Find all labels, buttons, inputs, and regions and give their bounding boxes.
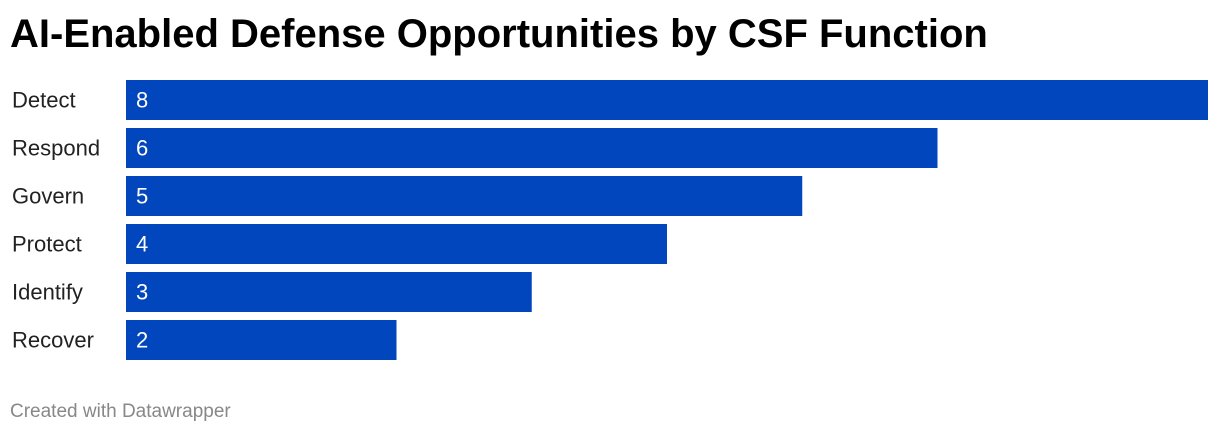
value-label-recover: 2 (136, 328, 148, 353)
bar-govern (126, 176, 803, 216)
bar-detect (126, 80, 1208, 120)
value-label-protect: 4 (136, 232, 148, 257)
bars-layer: Detect 8 Respond 6 Govern 5 Protect 4 Identify 3 R… (12, 80, 1208, 360)
value-label-identify: 3 (136, 280, 148, 305)
bar-identify (126, 272, 532, 312)
value-label-respond: 6 (136, 136, 148, 161)
bar-respond (126, 128, 938, 168)
value-label-govern: 5 (136, 184, 148, 209)
category-label-respond: Respond (12, 136, 100, 161)
category-label-govern: Govern (12, 184, 84, 209)
category-label-detect: Detect (12, 88, 76, 113)
value-label-detect: 8 (136, 88, 148, 113)
bar-recover (126, 320, 397, 360)
category-label-recover: Recover (12, 328, 94, 353)
footer-credit: Created with Datawrapper (10, 401, 231, 422)
category-label-protect: Protect (12, 232, 82, 257)
bar-chart: Detect 8 Respond 6 Govern 5 Protect 4 Identify 3 R… (12, 80, 1208, 360)
chart-title: AI-Enabled Defense Opportunities by CSF … (10, 12, 988, 56)
category-label-identify: Identify (12, 280, 83, 305)
bar-protect (126, 224, 667, 264)
